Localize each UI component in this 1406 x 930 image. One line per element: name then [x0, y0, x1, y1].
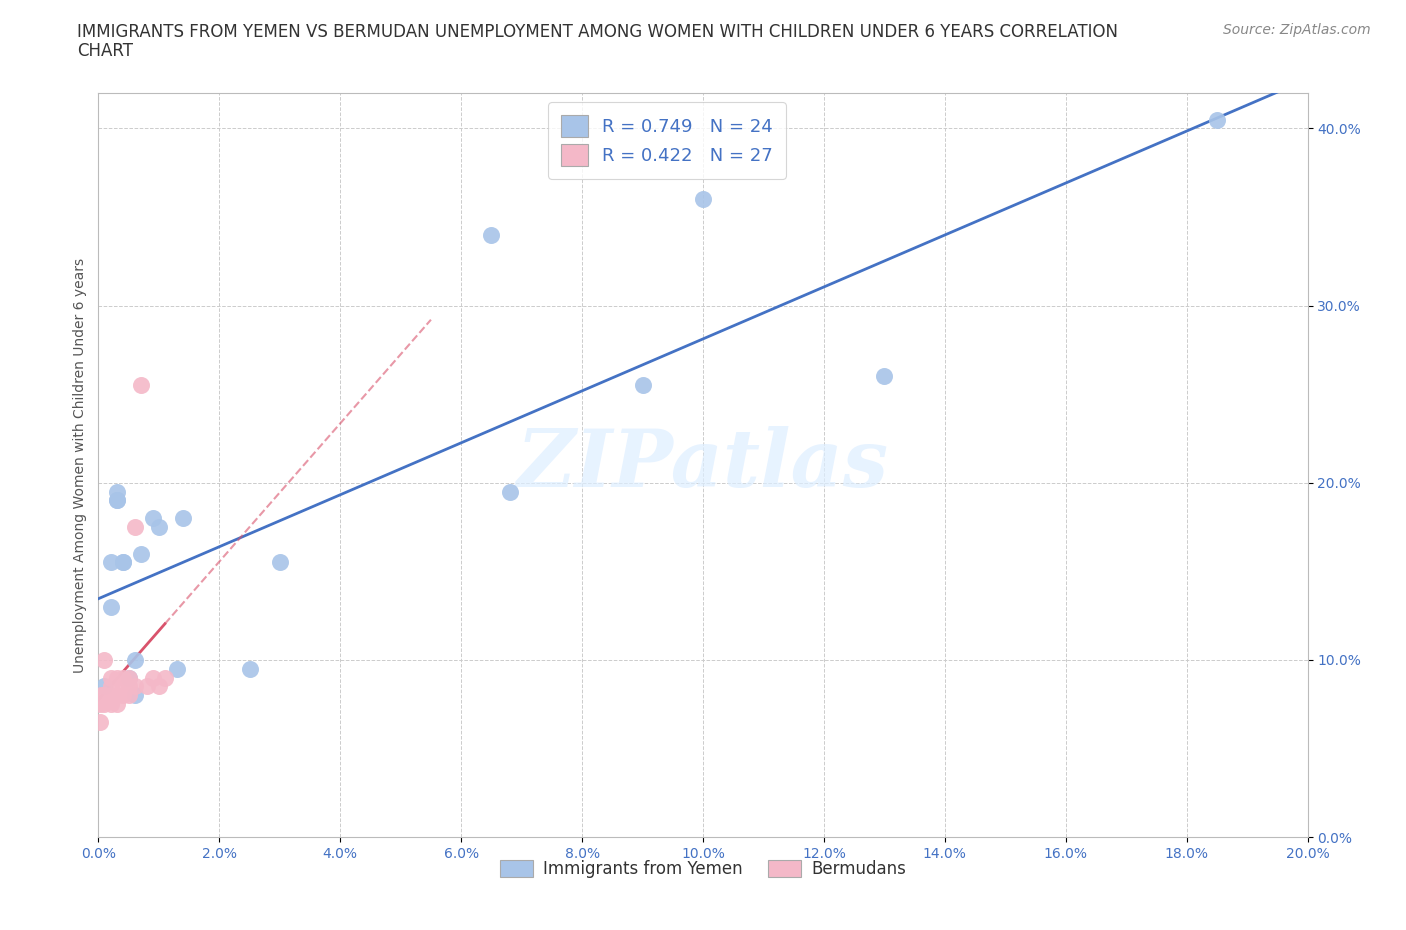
Point	[90, 688, 112, 703]
Point	[100, 671, 122, 685]
Text: Source: ZipAtlas.com: Source: ZipAtlas.com	[1223, 23, 1371, 37]
Point	[89, 714, 111, 729]
Text: IMMIGRANTS FROM YEMEN VS BERMUDAN UNEMPLOYMENT AMONG WOMEN WITH CHILDREN UNDER 6: IMMIGRANTS FROM YEMEN VS BERMUDAN UNEMPL…	[77, 23, 1118, 41]
Point	[142, 671, 165, 685]
Point	[100, 697, 122, 711]
Text: CHART: CHART	[77, 42, 134, 60]
Point	[129, 546, 152, 561]
Point	[124, 653, 146, 668]
Point	[148, 679, 170, 694]
Text: ZIPatlas: ZIPatlas	[517, 426, 889, 504]
Point	[105, 688, 128, 703]
Point	[118, 688, 141, 703]
Point	[118, 671, 141, 685]
Point	[172, 511, 194, 525]
Point	[135, 679, 157, 694]
Point	[100, 688, 122, 703]
Point	[692, 192, 714, 206]
Point	[93, 688, 115, 703]
Point	[1206, 113, 1229, 127]
Point	[100, 555, 122, 570]
Point	[111, 555, 134, 570]
Point	[142, 511, 165, 525]
Point	[153, 671, 176, 685]
Point	[873, 369, 896, 384]
Point	[481, 227, 503, 242]
Point	[111, 688, 134, 703]
Point	[118, 671, 141, 685]
Point	[93, 679, 115, 694]
Point	[105, 485, 128, 499]
Point	[111, 679, 134, 694]
Point	[498, 485, 520, 499]
Point	[105, 697, 128, 711]
Point	[93, 688, 115, 703]
Point	[124, 520, 146, 535]
Point	[93, 653, 115, 668]
Point	[124, 688, 146, 703]
Legend: Immigrants from Yemen, Bermudans: Immigrants from Yemen, Bermudans	[494, 853, 912, 884]
Point	[124, 679, 146, 694]
Point	[118, 679, 141, 694]
Point	[111, 671, 134, 685]
Point	[129, 378, 152, 392]
Point	[631, 378, 654, 392]
Point	[100, 679, 122, 694]
Point	[89, 697, 111, 711]
Point	[100, 599, 122, 614]
Point	[105, 493, 128, 508]
Point	[111, 555, 134, 570]
Point	[148, 520, 170, 535]
Point	[269, 555, 291, 570]
Point	[166, 661, 188, 676]
Point	[105, 493, 128, 508]
Point	[105, 671, 128, 685]
Point	[239, 661, 262, 676]
Y-axis label: Unemployment Among Women with Children Under 6 years: Unemployment Among Women with Children U…	[73, 258, 87, 672]
Point	[93, 697, 115, 711]
